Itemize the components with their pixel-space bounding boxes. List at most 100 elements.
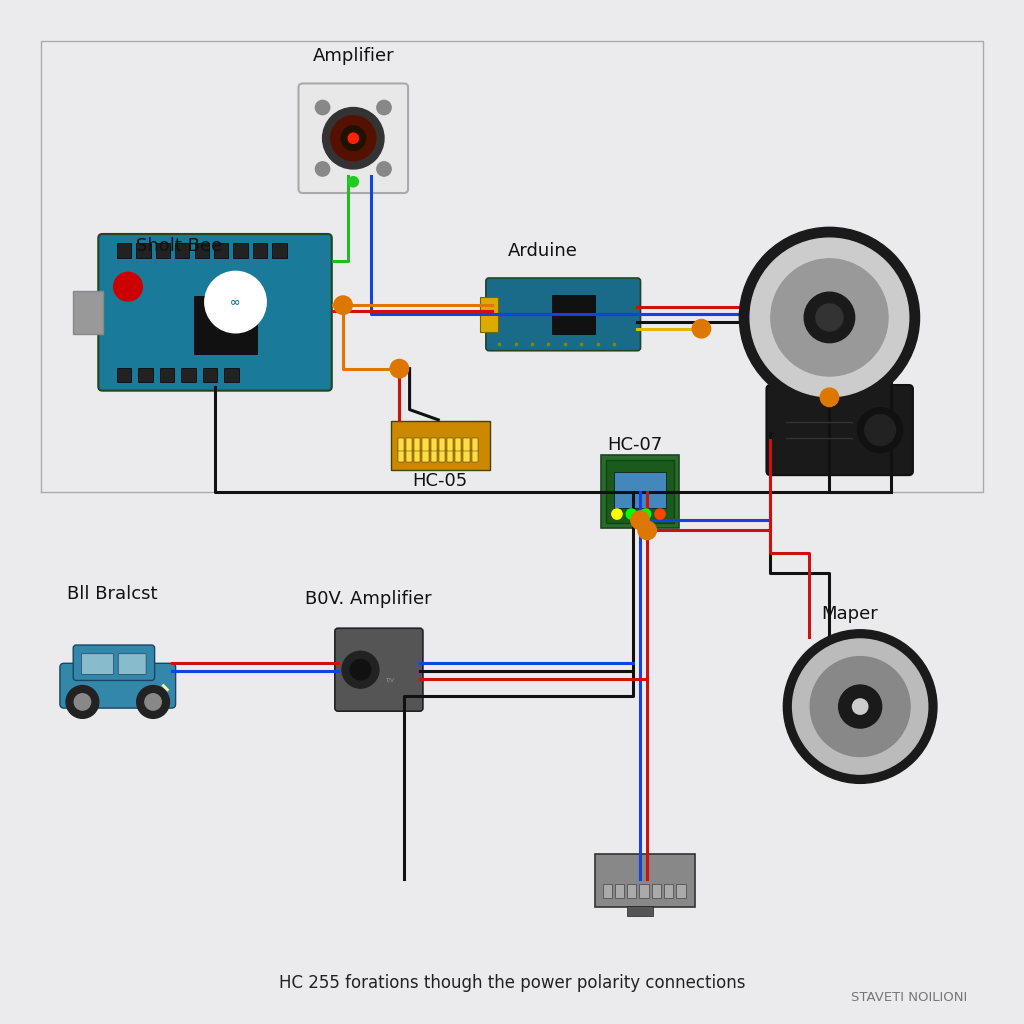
- FancyBboxPatch shape: [194, 296, 257, 354]
- FancyBboxPatch shape: [195, 244, 209, 258]
- FancyBboxPatch shape: [438, 451, 444, 463]
- FancyBboxPatch shape: [74, 645, 155, 680]
- Text: UCI41: UCI41: [813, 380, 866, 398]
- Text: HC-07: HC-07: [607, 436, 663, 455]
- Text: Maper: Maper: [821, 605, 879, 624]
- Circle shape: [864, 415, 895, 445]
- FancyBboxPatch shape: [479, 297, 499, 332]
- Circle shape: [350, 659, 371, 680]
- Circle shape: [631, 511, 649, 529]
- FancyBboxPatch shape: [430, 438, 436, 451]
- Circle shape: [655, 509, 666, 519]
- Circle shape: [315, 162, 330, 176]
- FancyBboxPatch shape: [406, 438, 412, 451]
- FancyBboxPatch shape: [59, 664, 176, 709]
- FancyBboxPatch shape: [627, 906, 653, 916]
- FancyBboxPatch shape: [224, 369, 239, 383]
- Text: HC-06: HC-06: [802, 239, 857, 257]
- Text: Arduine: Arduine: [508, 242, 578, 260]
- FancyBboxPatch shape: [600, 455, 680, 528]
- FancyBboxPatch shape: [552, 295, 595, 334]
- Text: B0V. Amplifier: B0V. Amplifier: [305, 590, 432, 608]
- Circle shape: [810, 656, 910, 757]
- Text: T/V: T/V: [385, 678, 393, 682]
- FancyBboxPatch shape: [117, 244, 131, 258]
- Circle shape: [638, 521, 656, 540]
- Circle shape: [804, 292, 855, 343]
- Text: Bll Bralcst: Bll Bralcst: [68, 585, 158, 603]
- FancyBboxPatch shape: [614, 472, 667, 508]
- FancyBboxPatch shape: [397, 451, 403, 463]
- Circle shape: [390, 359, 409, 378]
- FancyBboxPatch shape: [423, 451, 429, 463]
- Circle shape: [377, 100, 391, 115]
- FancyBboxPatch shape: [438, 438, 444, 451]
- Circle shape: [627, 509, 637, 519]
- FancyBboxPatch shape: [73, 291, 103, 334]
- Circle shape: [341, 126, 366, 151]
- FancyBboxPatch shape: [138, 369, 153, 383]
- FancyBboxPatch shape: [455, 438, 461, 451]
- FancyBboxPatch shape: [614, 884, 625, 898]
- Circle shape: [323, 108, 384, 169]
- FancyBboxPatch shape: [639, 884, 649, 898]
- Circle shape: [205, 271, 266, 333]
- FancyBboxPatch shape: [272, 244, 287, 258]
- FancyBboxPatch shape: [156, 244, 170, 258]
- Text: HC-05: HC-05: [413, 472, 468, 490]
- Circle shape: [315, 100, 330, 115]
- FancyBboxPatch shape: [406, 451, 412, 463]
- Circle shape: [612, 509, 623, 519]
- Circle shape: [771, 259, 888, 376]
- FancyBboxPatch shape: [117, 369, 131, 383]
- Circle shape: [348, 133, 358, 143]
- Text: Sholt Bee: Sholt Bee: [136, 237, 222, 255]
- FancyBboxPatch shape: [175, 244, 189, 258]
- FancyBboxPatch shape: [203, 369, 217, 383]
- Text: ∞: ∞: [230, 296, 241, 308]
- Circle shape: [348, 176, 358, 186]
- FancyBboxPatch shape: [455, 451, 461, 463]
- Circle shape: [793, 639, 928, 774]
- FancyBboxPatch shape: [430, 451, 436, 463]
- Text: HC 255 forations though the power polarity connections: HC 255 forations though the power polari…: [279, 974, 745, 992]
- Text: STAVETI NOILIONI: STAVETI NOILIONI: [851, 990, 968, 1004]
- Circle shape: [342, 651, 379, 688]
- FancyBboxPatch shape: [596, 854, 694, 907]
- FancyBboxPatch shape: [118, 653, 146, 675]
- Circle shape: [820, 388, 839, 407]
- FancyBboxPatch shape: [463, 438, 469, 451]
- Circle shape: [75, 694, 91, 711]
- FancyBboxPatch shape: [486, 279, 641, 350]
- FancyBboxPatch shape: [652, 884, 662, 898]
- FancyBboxPatch shape: [665, 884, 674, 898]
- FancyBboxPatch shape: [136, 244, 151, 258]
- Circle shape: [331, 116, 376, 161]
- FancyBboxPatch shape: [606, 460, 675, 523]
- FancyBboxPatch shape: [160, 369, 174, 383]
- FancyBboxPatch shape: [181, 369, 196, 383]
- FancyBboxPatch shape: [98, 234, 332, 391]
- Circle shape: [137, 686, 170, 719]
- FancyBboxPatch shape: [414, 438, 421, 451]
- Circle shape: [857, 408, 903, 453]
- FancyBboxPatch shape: [253, 244, 267, 258]
- FancyBboxPatch shape: [214, 244, 228, 258]
- Circle shape: [377, 162, 391, 176]
- Circle shape: [66, 686, 98, 719]
- Circle shape: [852, 698, 867, 715]
- Circle shape: [739, 227, 920, 408]
- Circle shape: [641, 509, 651, 519]
- FancyBboxPatch shape: [391, 422, 490, 469]
- FancyBboxPatch shape: [463, 451, 469, 463]
- FancyBboxPatch shape: [299, 84, 408, 193]
- Circle shape: [114, 272, 142, 301]
- Circle shape: [839, 685, 882, 728]
- Circle shape: [145, 694, 162, 711]
- FancyBboxPatch shape: [766, 385, 913, 475]
- FancyBboxPatch shape: [471, 438, 477, 451]
- Circle shape: [783, 630, 937, 783]
- FancyBboxPatch shape: [397, 438, 403, 451]
- FancyBboxPatch shape: [423, 438, 429, 451]
- FancyBboxPatch shape: [233, 244, 248, 258]
